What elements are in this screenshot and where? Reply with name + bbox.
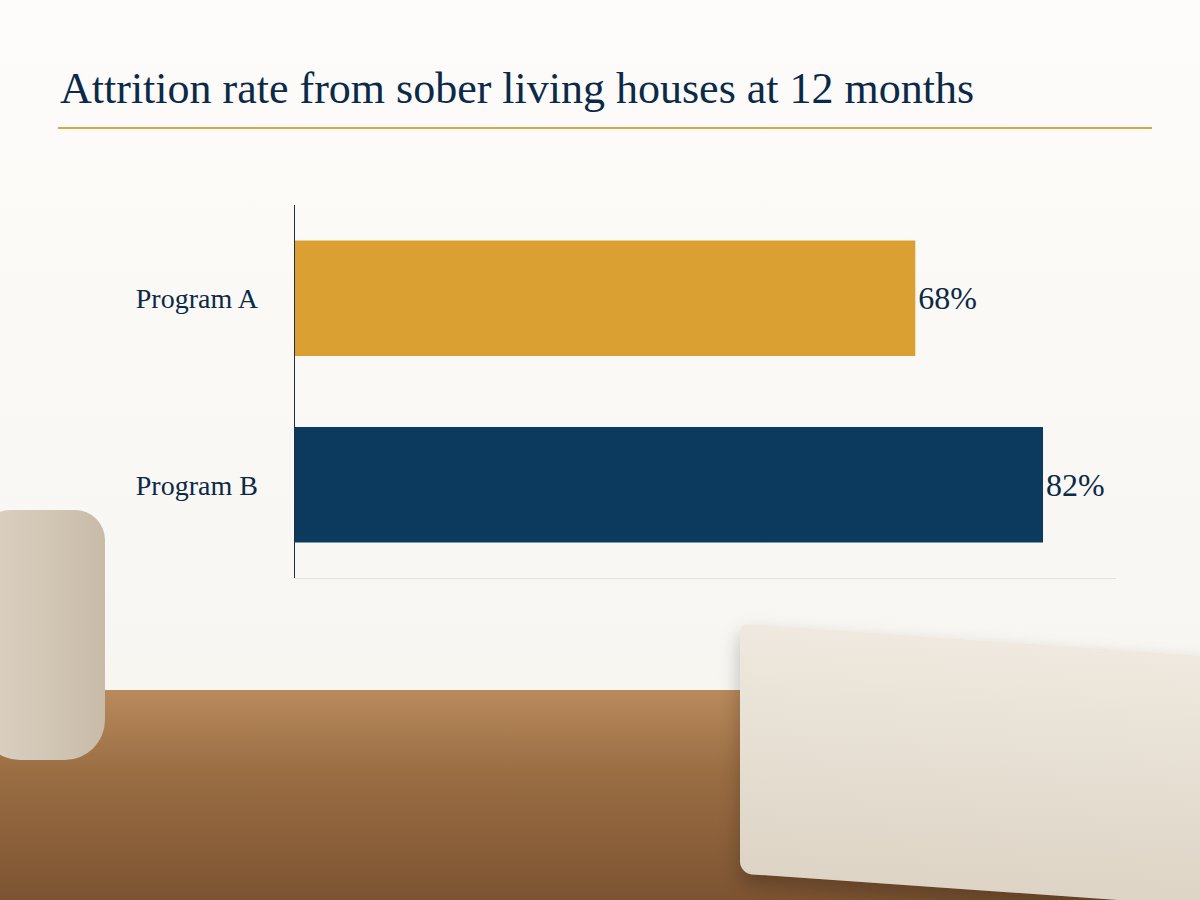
svg-text:Program B: Program B <box>136 470 258 501</box>
svg-text:68%: 68% <box>918 280 977 316</box>
svg-text:Attrition rate from sober livi: Attrition rate from sober living houses … <box>60 64 974 113</box>
svg-text:Program A: Program A <box>136 283 259 314</box>
svg-text:82%: 82% <box>1046 467 1105 503</box>
